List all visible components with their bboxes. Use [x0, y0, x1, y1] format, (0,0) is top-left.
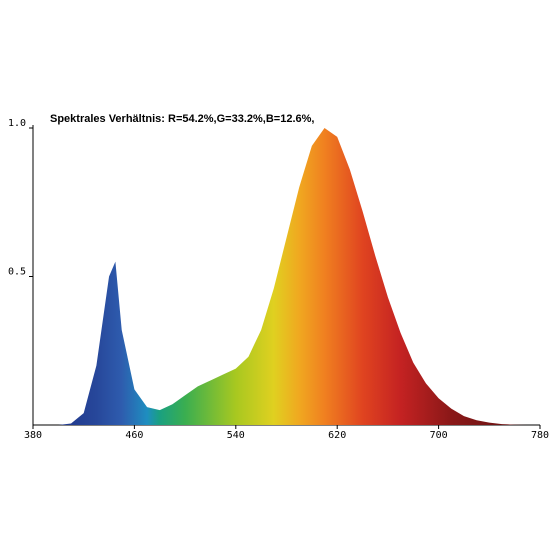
spectrum-area — [33, 128, 540, 425]
x-tick-label: 780 — [531, 430, 549, 441]
x-tick-label: 620 — [328, 430, 346, 441]
chart-title: Spektrales Verhältnis: R=54.2%,G=33.2%,B… — [50, 113, 314, 125]
x-tick-label: 700 — [430, 430, 448, 441]
y-tick-label: 0.5 — [8, 267, 26, 278]
x-tick-label: 460 — [125, 430, 143, 441]
x-tick-label: 540 — [227, 430, 245, 441]
x-tick-label: 380 — [24, 430, 42, 441]
y-tick-label: 1.0 — [8, 118, 26, 129]
